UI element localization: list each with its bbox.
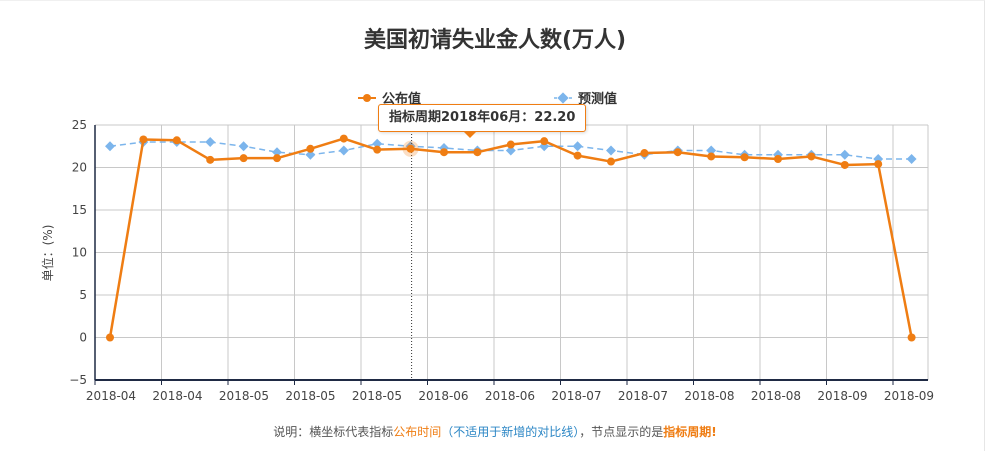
legend-actual-marker-icon <box>358 93 376 102</box>
series-forecast-point <box>839 149 850 160</box>
series-actual-point <box>440 148 448 157</box>
series-forecast-point <box>238 141 249 152</box>
y-tick-label: 20 <box>72 161 87 175</box>
series-forecast-point <box>372 138 383 149</box>
series-forecast-point <box>572 141 583 152</box>
series-actual-point <box>239 154 248 163</box>
series-actual-point <box>740 153 749 162</box>
series-actual-point <box>139 135 148 144</box>
data-tooltip: 指标周期2018年06月：22.20 <box>378 104 587 138</box>
legend-actual-label: 公布值 <box>382 92 422 107</box>
x-tick-label: 2018-05 <box>285 389 335 403</box>
series-actual-point <box>273 154 281 163</box>
y-tick-label: −5 <box>69 373 87 387</box>
y-tick-label: 5 <box>79 288 87 302</box>
x-tick-label: 2018-08 <box>684 389 734 403</box>
series-actual-line <box>108 137 913 338</box>
x-tick-label: 2018-09 <box>884 389 934 403</box>
series-actual-point <box>339 134 348 143</box>
y-tick-label: 15 <box>72 203 87 217</box>
series-actual-point <box>373 145 382 154</box>
series-actual-point <box>540 137 549 146</box>
note-prefix: 说明：横坐标代表指标 <box>273 425 394 439</box>
series-actual-point <box>607 157 615 166</box>
chart-legend: 公布值 预测值 <box>0 88 990 108</box>
legend-forecast-marker-icon <box>554 91 572 104</box>
y-tick-label: 0 <box>79 331 87 345</box>
series-forecast-point <box>105 141 115 152</box>
legend-forecast-label: 预测值 <box>578 92 618 107</box>
legend-item-forecast[interactable]: 预测值 <box>554 88 617 107</box>
series-actual-point <box>774 155 782 163</box>
x-tick-label: 2018-08 <box>751 389 801 403</box>
y-tick-label: 25 <box>72 118 87 132</box>
series-actual-point <box>506 140 515 149</box>
series-forecast-point <box>505 145 516 156</box>
series-actual-point <box>907 333 916 342</box>
note-highlight-publish-time: 公布时间 <box>393 425 442 439</box>
series-forecast-point <box>305 149 316 160</box>
series-forecast-point <box>205 137 216 147</box>
series-actual-point <box>473 148 482 157</box>
x-tick-label: 2018-05 <box>352 389 402 403</box>
series-actual-point <box>406 144 415 153</box>
series-actual-point <box>707 152 716 161</box>
series-forecast-point <box>338 145 349 156</box>
series-actual-point <box>206 155 215 164</box>
x-tick-label: 2018-06 <box>418 389 468 403</box>
series-actual-point <box>673 148 682 157</box>
chart-note: 说明：横坐标代表指标公布时间（不适用于新增的对比线），节点显示的是指标周期! <box>0 423 990 440</box>
x-tick-label: 2018-09 <box>817 389 867 403</box>
series-actual-point <box>106 333 114 342</box>
series-actual-point <box>172 136 181 145</box>
series-forecast-point <box>906 154 917 164</box>
series-actual-point <box>306 144 315 153</box>
note-paren: （不适用于新增的对比线） <box>441 425 580 439</box>
x-tick-label: 2018-07 <box>551 389 601 403</box>
legend-item-actual[interactable]: 公布值 <box>358 88 421 107</box>
series-forecast-point <box>272 147 282 158</box>
note-highlight-period: 指标周期! <box>663 425 717 439</box>
x-tick-label: 2018-04 <box>86 389 136 403</box>
y-axis-label: 单位：(%) <box>40 225 55 282</box>
chart-title: 美国初请失业金人数(万人) <box>363 28 627 53</box>
series-actual-point <box>640 149 649 158</box>
x-tick-label: 2018-07 <box>618 389 668 403</box>
note-mid: ，节点显示的是 <box>579 425 664 439</box>
series-actual-point <box>840 160 849 169</box>
x-tick-label: 2018-06 <box>485 389 535 403</box>
y-tick-label: 10 <box>72 246 87 260</box>
x-tick-label: 2018-04 <box>152 389 202 403</box>
series-actual-point <box>874 160 883 169</box>
series-actual-point <box>573 151 582 160</box>
series-actual-point <box>807 152 816 161</box>
x-tick-label: 2018-05 <box>219 389 269 403</box>
series-forecast-point <box>606 145 616 156</box>
series-forecast-point <box>706 145 717 156</box>
